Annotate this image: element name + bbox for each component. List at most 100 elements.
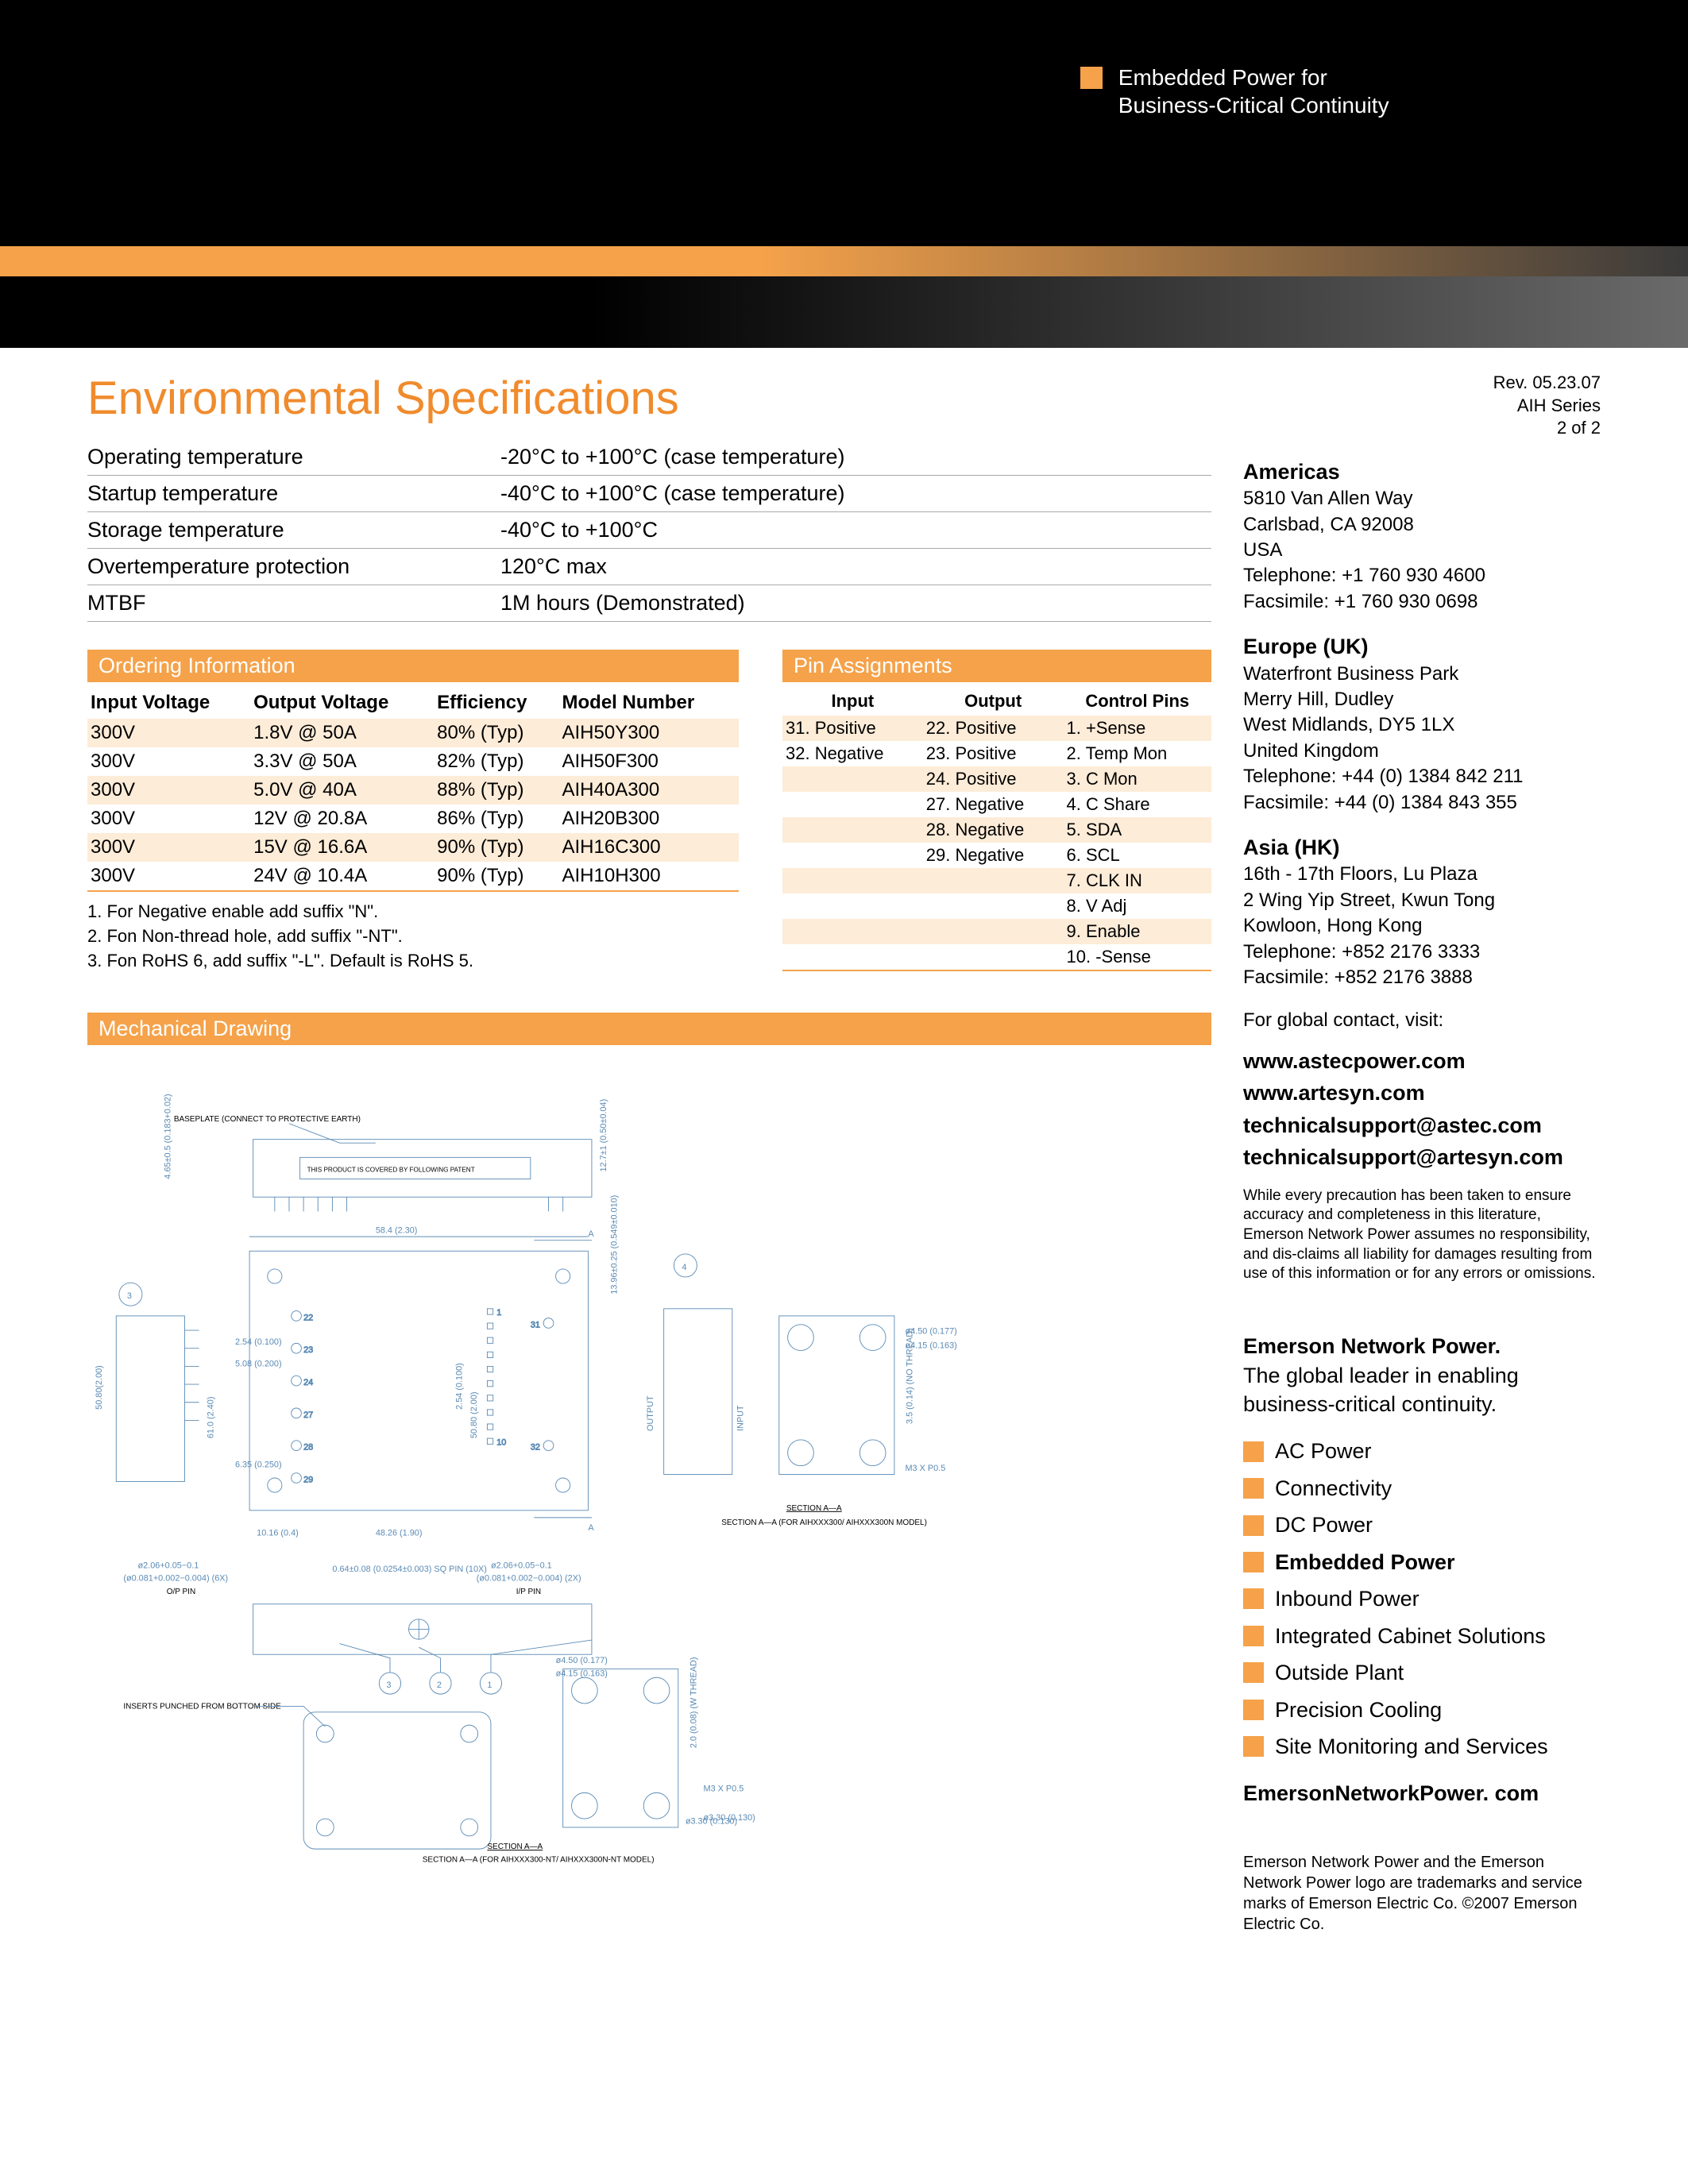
table-row: 300V5.0V @ 40A88% (Typ)AIH40A300 (87, 776, 739, 805)
svg-text:3.5 (0.14) (NO THREAD): 3.5 (0.14) (NO THREAD) (906, 1329, 915, 1425)
contact-europe: Waterfront Business ParkMerry Hill, Dudl… (1243, 662, 1601, 816)
rev-block: Rev. 05.23.07 AIH Series 2 of 2 (1243, 372, 1601, 440)
svg-text:58.4 (2.30): 58.4 (2.30) (376, 1226, 418, 1236)
bullet-square-icon (1243, 1736, 1264, 1757)
baseplate-label: BASEPLATE (CONNECT TO PROTECTIVE EARTH) (174, 1115, 361, 1124)
svg-text:SECTION A—A (FOR AIHXXX300/ AI: SECTION A—A (FOR AIHXXX300/ AIHXXX300N M… (721, 1518, 927, 1527)
tagline-line1: Embedded Power for (1118, 65, 1327, 90)
svg-text:0.64±0.08 (0.0254±0.003) SQ PI: 0.64±0.08 (0.0254±0.003) SQ PIN (10X) (332, 1565, 487, 1574)
table-row: 32. Negative23. Positive2. Temp Mon (782, 741, 1211, 766)
svg-text:28: 28 (303, 1443, 313, 1453)
contact-europe-title: Europe (UK) (1243, 632, 1601, 661)
svg-text:ø3.30 (0.130): ø3.30 (0.130) (704, 1813, 755, 1823)
table-row: Operating temperature-20°C to +100°C (ca… (87, 439, 1211, 476)
top-banner: Embedded Power for Business-Critical Con… (0, 0, 1688, 246)
table-row: 28. Negative5. SDA (782, 817, 1211, 843)
sidebar-column: Rev. 05.23.07 AIH Series 2 of 2 Americas… (1243, 372, 1601, 1935)
table-row: Overtemperature protection120°C max (87, 549, 1211, 585)
enp-lead: Emerson Network Power. The global leader… (1243, 1332, 1601, 1418)
table-row: 300V3.3V @ 50A82% (Typ)AIH50F300 (87, 747, 739, 776)
svg-text:O/P PIN: O/P PIN (167, 1588, 195, 1596)
table-row: 9. Enable (782, 919, 1211, 944)
table-row: 8. V Adj (782, 893, 1211, 919)
list-item: Connectivity (1243, 1470, 1601, 1507)
svg-text:12.7±1 (0.50±0.04): 12.7±1 (0.50±0.04) (599, 1099, 608, 1172)
bullet-square-icon (1243, 1626, 1264, 1646)
svg-text:22: 22 (303, 1314, 313, 1323)
page-title: Environmental Specifications (87, 372, 1211, 425)
bullet-square-icon (1243, 1588, 1264, 1609)
svg-text:THIS PRODUCT IS COVERED BY FOL: THIS PRODUCT IS COVERED BY FOLLOWING PAT… (307, 1167, 475, 1174)
svg-text:48.26 (1.90): 48.26 (1.90) (376, 1529, 423, 1538)
svg-text:27: 27 (303, 1410, 313, 1420)
global-intro: For global contact, visit: (1243, 1008, 1601, 1033)
enp-bullets: AC PowerConnectivityDC PowerEmbedded Pow… (1243, 1433, 1601, 1765)
table-row: 27. Negative4. C Share (782, 792, 1211, 817)
svg-text:SECTION A—A (FOR AIHXXX300-NT/: SECTION A—A (FOR AIHXXX300-NT/ AIHXXX300… (423, 1856, 655, 1865)
table-row: 7. CLK IN (782, 868, 1211, 893)
svg-text:10.16 (0.4): 10.16 (0.4) (257, 1529, 299, 1538)
table-row: Storage temperature-40°C to +100°C (87, 512, 1211, 549)
svg-text:1: 1 (487, 1680, 492, 1690)
svg-text:32: 32 (531, 1443, 540, 1453)
svg-text:2.54 (0.100): 2.54 (0.100) (235, 1338, 282, 1348)
svg-text:ø4.15 (0.163): ø4.15 (0.163) (556, 1669, 608, 1679)
table-row: MTBF1M hours (Demonstrated) (87, 585, 1211, 622)
gradient-bar (0, 276, 1688, 348)
svg-text:29: 29 (303, 1476, 313, 1485)
main-column: Environmental Specifications Operating t… (87, 372, 1211, 1935)
list-item: Outside Plant (1243, 1654, 1601, 1691)
svg-text:3: 3 (386, 1680, 391, 1690)
svg-text:10: 10 (496, 1438, 506, 1448)
table-row: 300V1.8V @ 50A80% (Typ)AIH50Y300 (87, 719, 739, 747)
svg-text:ø2.06+0.05−0.1: ø2.06+0.05−0.1 (491, 1561, 552, 1571)
mechanical-drawing: BASEPLATE (CONNECT TO PROTECTIVE EARTH) … (87, 1061, 1211, 1895)
pin-table: InputOutputControl Pins 31. Positive22. … (782, 687, 1211, 971)
svg-text:M3 X P0.5: M3 X P0.5 (906, 1464, 946, 1473)
tagline: Embedded Power for Business-Critical Con… (1080, 64, 1389, 119)
svg-text:31: 31 (531, 1321, 540, 1330)
svg-text:SECTION A—A: SECTION A—A (786, 1504, 842, 1513)
svg-text:(ø0.081+0.002−0.004) (2X): (ø0.081+0.002−0.004) (2X) (477, 1574, 581, 1584)
disclaimer: While every precaution has been taken to… (1243, 1187, 1601, 1284)
svg-text:2: 2 (437, 1680, 442, 1690)
list-item: Integrated Cabinet Solutions (1243, 1618, 1601, 1654)
tagline-line2: Business-Critical Continuity (1118, 93, 1389, 118)
svg-text:50.80(2.00): 50.80(2.00) (95, 1366, 104, 1410)
enp-url: EmersonNetworkPower. com (1243, 1779, 1601, 1808)
svg-text:23: 23 (303, 1346, 313, 1356)
svg-text:4: 4 (682, 1263, 686, 1272)
pins-header: Pin Assignments (782, 650, 1211, 682)
svg-text:4.65±0.5 (0.183+0.02): 4.65±0.5 (0.183+0.02) (163, 1094, 172, 1179)
svg-text:I/P PIN: I/P PIN (516, 1588, 541, 1596)
list-item: Site Monitoring and Services (1243, 1728, 1601, 1765)
table-row: 300V12V @ 20.8A86% (Typ)AIH20B300 (87, 805, 739, 833)
bullet-square-icon (1243, 1515, 1264, 1536)
svg-text:1: 1 (496, 1308, 501, 1318)
ordering-notes: 1. For Negative enable add suffix "N".2.… (87, 900, 739, 973)
svg-text:A: A (588, 1230, 594, 1240)
table-row: 24. Positive3. C Mon (782, 766, 1211, 792)
table-row: 10. -Sense (782, 944, 1211, 970)
table-row: 31. Positive22. Positive1. +Sense (782, 716, 1211, 741)
svg-text:24: 24 (303, 1378, 313, 1387)
ordering-header: Ordering Information (87, 650, 739, 682)
svg-text:A: A (588, 1524, 594, 1534)
table-row: 29. Negative6. SCL (782, 843, 1211, 868)
svg-text:2.0 (0.08) (W THREAD): 2.0 (0.08) (W THREAD) (689, 1657, 698, 1749)
svg-text:5.08 (0.200): 5.08 (0.200) (235, 1360, 282, 1369)
contact-asia: 16th - 17th Floors, Lu Plaza2 Wing Yip S… (1243, 862, 1601, 990)
bullet-square-icon (1243, 1662, 1264, 1683)
svg-text:61.0 (2.40): 61.0 (2.40) (207, 1397, 216, 1439)
bullet-square-icon (1243, 1478, 1264, 1499)
contact-asia-title: Asia (HK) (1243, 833, 1601, 862)
svg-text:OUTPUT: OUTPUT (646, 1395, 655, 1431)
list-item: DC Power (1243, 1507, 1601, 1543)
footer-note: Emerson Network Power and the Emerson Ne… (1243, 1852, 1601, 1935)
list-item: Precision Cooling (1243, 1692, 1601, 1728)
svg-text:ø2.06+0.05−0.1: ø2.06+0.05−0.1 (137, 1561, 199, 1571)
svg-text:INPUT: INPUT (736, 1405, 745, 1431)
svg-text:50.80 (2.00): 50.80 (2.00) (469, 1392, 479, 1439)
env-spec-table: Operating temperature-20°C to +100°C (ca… (87, 439, 1211, 622)
svg-text:M3 X P0.5: M3 X P0.5 (704, 1785, 744, 1794)
